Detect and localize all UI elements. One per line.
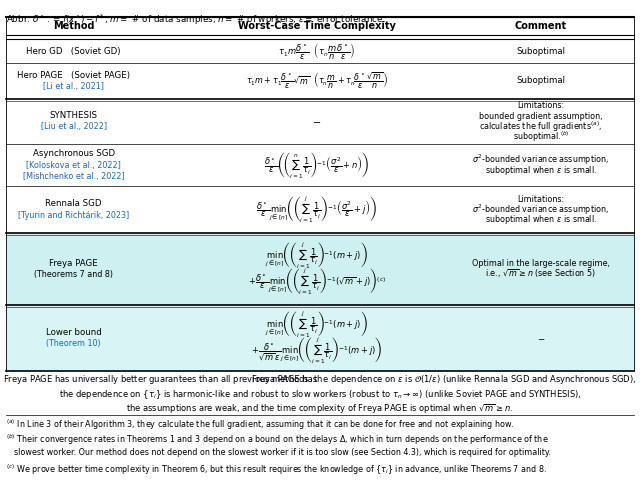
Text: bounded gradient assumption,: bounded gradient assumption, — [479, 111, 602, 121]
Text: $^{(b)}$ Their convergence rates in Theorems 1 and 3 depend on a bound on the de: $^{(b)}$ Their convergence rates in Theo… — [6, 433, 549, 447]
Text: $^{(c)}$ We prove better time complexity in Theorem 6, but this result requires : $^{(c)}$ We prove better time complexity… — [6, 462, 547, 477]
Text: $\dfrac{\delta^\circ}{\varepsilon} \underset{j \in [n]}{\min} \left( \left( \sum: $\dfrac{\delta^\circ}{\varepsilon} \unde… — [256, 194, 378, 225]
Text: $\dfrac{\delta^\circ}{\varepsilon} \left( \left( \sum_{i=1}^{n} \dfrac{1}{\tau_i: $\dfrac{\delta^\circ}{\varepsilon} \left… — [264, 150, 369, 180]
Text: Comment: Comment — [515, 21, 567, 31]
Text: SYNTHESIS: SYNTHESIS — [50, 111, 98, 120]
Bar — [6, 233, 634, 305]
Text: Freya PAGE: Freya PAGE — [49, 258, 98, 268]
Text: [Tyurin and Richtárik, 2023]: [Tyurin and Richtárik, 2023] — [18, 211, 129, 220]
Text: $\sigma^2$-bounded variance assumption,: $\sigma^2$-bounded variance assumption, — [472, 202, 609, 217]
Text: $\sigma^2$-bounded variance assumption,: $\sigma^2$-bounded variance assumption, — [472, 153, 609, 167]
Text: suboptimal.$^{(b)}$: suboptimal.$^{(b)}$ — [513, 130, 569, 144]
Text: the dependence on $\{\tau_i\}$ is harmonic-like and robust to slow workers (robu: the dependence on $\{\tau_i\}$ is harmon… — [59, 388, 581, 401]
Text: $\tau_1 m \dfrac{\delta^\circ}{\varepsilon}$  $\left(\tau_n \dfrac{m}{n} \dfrac{: $\tau_1 m \dfrac{\delta^\circ}{\varepsil… — [278, 41, 355, 61]
Text: $\underset{j \in [n]}{\min} \left( \left( \sum_{i=1}^{j} \dfrac{1}{\tau_i} \righ: $\underset{j \in [n]}{\min} \left( \left… — [266, 241, 368, 271]
Text: i.e., $\sqrt{m} \geq n$ (see Section 5): i.e., $\sqrt{m} \geq n$ (see Section 5) — [485, 268, 596, 280]
Text: Freya PAGE has universally better guarantees than all previous methods: the depe: Freya PAGE has universally better guaran… — [3, 373, 637, 386]
Text: Asynchronous SGD: Asynchronous SGD — [33, 149, 115, 158]
Text: $+\dfrac{\delta^\circ}{\sqrt{m}\,\varepsilon} \underset{j \in [n]}{\min} \left( : $+\dfrac{\delta^\circ}{\sqrt{m}\,\vareps… — [251, 335, 383, 366]
Text: Limitations:: Limitations: — [517, 101, 564, 110]
Text: $-$: $-$ — [537, 333, 545, 342]
Text: [Mishchenko et al., 2022]: [Mishchenko et al., 2022] — [23, 172, 124, 181]
Text: Method: Method — [53, 21, 94, 31]
Text: suboptimal when $\varepsilon$ is small.: suboptimal when $\varepsilon$ is small. — [484, 213, 597, 226]
Text: $\underset{j \in [n]}{\min} \left( \left( \sum_{i=1}^{j} \dfrac{1}{\tau_i} \righ: $\underset{j \in [n]}{\min} \left( \left… — [266, 310, 368, 340]
Bar — [6, 305, 634, 371]
Text: Hero GD   (Soviet GD): Hero GD (Soviet GD) — [26, 47, 121, 56]
Text: suboptimal when $\varepsilon$ is small.: suboptimal when $\varepsilon$ is small. — [484, 164, 597, 177]
Text: slowest worker. Our method does not depend on the slowest worker if it is too sl: slowest worker. Our method does not depe… — [14, 448, 551, 457]
Text: (Theorem 10): (Theorem 10) — [46, 339, 101, 348]
Text: Limitations:: Limitations: — [517, 195, 564, 204]
Text: $+\dfrac{\delta^\circ}{\varepsilon} \underset{j \in [n]}{\min} \left( \left( \su: $+\dfrac{\delta^\circ}{\varepsilon} \und… — [248, 266, 386, 297]
Text: $\tau_1 m + \tau_1 \dfrac{\delta^\circ}{\varepsilon} \sqrt{m}$  $\left(\tau_n \d: $\tau_1 m + \tau_1 \dfrac{\delta^\circ}{… — [246, 71, 388, 91]
Text: [Li et al., 2021]: [Li et al., 2021] — [43, 82, 104, 91]
Text: Optimal in the large-scale regime,: Optimal in the large-scale regime, — [472, 259, 610, 268]
Text: $-$: $-$ — [312, 116, 321, 126]
Text: (Theorems 7 and 8): (Theorems 7 and 8) — [34, 270, 113, 279]
Text: $^{(a)}$ In Line 3 of their Algorithm 3, they calculate the full gradient, assum: $^{(a)}$ In Line 3 of their Algorithm 3,… — [6, 418, 515, 432]
Text: the assumptions are weak, and the time complexity of Freya PAGE is optimal when : the assumptions are weak, and the time c… — [127, 403, 513, 416]
Text: Worst-Case Time Complexity: Worst-Case Time Complexity — [238, 21, 396, 31]
Text: Suboptimal: Suboptimal — [516, 76, 565, 85]
Text: Suboptimal: Suboptimal — [516, 47, 565, 56]
Text: Freya PAGE has: Freya PAGE has — [252, 375, 320, 384]
Text: calculates the full gradients$^{(a)}$,: calculates the full gradients$^{(a)}$, — [479, 119, 602, 134]
Text: Rennala SGD: Rennala SGD — [45, 199, 102, 209]
Text: [Liu et al., 2022]: [Liu et al., 2022] — [40, 122, 107, 132]
Text: Hero PAGE   (Soviet PAGE): Hero PAGE (Soviet PAGE) — [17, 70, 130, 80]
Text: [Koloskova et al., 2022]: [Koloskova et al., 2022] — [26, 161, 121, 170]
Text: Abbr: $\delta^\circ := f(x^\circ) - f^*$, $m = $ # of data samples, $n = $ # of : Abbr: $\delta^\circ := f(x^\circ) - f^*$… — [6, 12, 386, 27]
Text: Lower bound: Lower bound — [45, 327, 102, 337]
